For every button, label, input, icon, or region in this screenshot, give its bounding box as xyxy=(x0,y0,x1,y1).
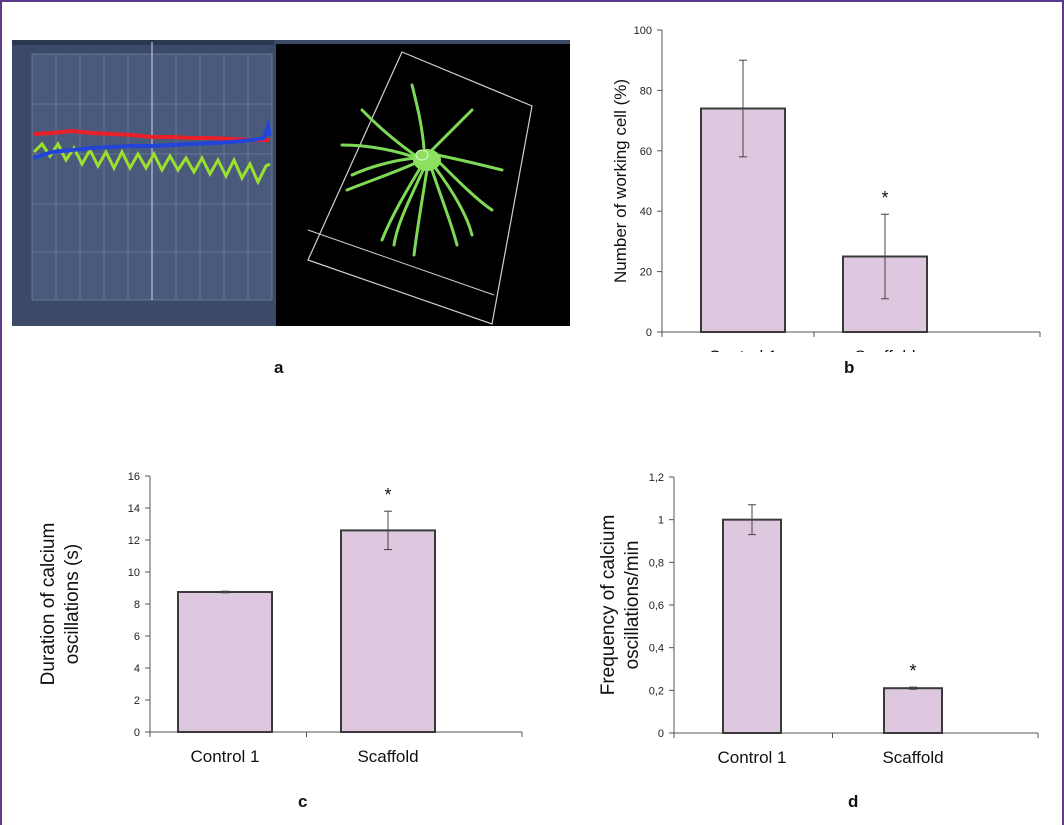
bar xyxy=(722,518,782,734)
x-tick-label: Scaffold xyxy=(357,747,418,766)
y-tick-label: 1 xyxy=(658,515,664,527)
chart-working-cells: 0 20 40 60 80 100 Control 1 Scaffold * Number of … xyxy=(611,25,1041,352)
panel-a-image xyxy=(12,40,570,326)
panel-a-caption: a xyxy=(274,358,284,377)
y-axis-label: Frequency of calcium xyxy=(598,515,619,696)
x-tick-label: Control 1 xyxy=(718,748,787,767)
y-tick-label: 20 xyxy=(640,267,652,279)
panel-c-caption: c xyxy=(298,792,308,811)
y-tick-label: 0,6 xyxy=(649,600,664,612)
chart-oscillation-duration: 0 2 4 6 8 10 12 14 16 Control 1 Scaffold * Duration … xyxy=(38,471,523,766)
y-tick-label: 12 xyxy=(128,535,140,547)
y-axis-label: Duration of calcium xyxy=(38,523,59,686)
x-tick-label: Control 1 xyxy=(191,747,260,766)
significance-marker: * xyxy=(909,661,916,681)
y-axis-label: oscillations (s) xyxy=(62,544,83,664)
bar xyxy=(177,591,273,733)
panel-b-caption: b xyxy=(844,358,855,377)
y-tick-label: 14 xyxy=(128,503,140,515)
y-tick-label: 0 xyxy=(134,727,140,739)
significance-marker: * xyxy=(384,485,391,505)
y-tick-label: 2 xyxy=(134,695,140,707)
y-tick-label: 10 xyxy=(128,567,140,579)
y-tick-label: 80 xyxy=(640,85,652,97)
y-tick-label: 0,4 xyxy=(649,643,664,655)
chart-oscillation-frequency: 0 0,2 0,4 0,6 0,8 1 1,2 Control 1 Scaffold * Frequ… xyxy=(598,472,1039,767)
panel-a-micrograph xyxy=(12,40,570,326)
y-tick-label: 1,2 xyxy=(649,472,664,484)
y-tick-label: 0 xyxy=(658,728,664,740)
y-axis-label: oscillations/min xyxy=(622,541,643,670)
bar xyxy=(340,529,436,734)
y-tick-label: 100 xyxy=(634,25,652,37)
y-tick-label: 0,8 xyxy=(649,557,664,569)
x-tick-label: Scaffold xyxy=(854,347,915,352)
panel-d-caption: d xyxy=(848,792,859,811)
x-tick-label: Scaffold xyxy=(882,748,943,767)
y-tick-label: 6 xyxy=(134,631,140,643)
y-tick-label: 8 xyxy=(134,599,140,611)
y-tick-label: 4 xyxy=(134,663,140,675)
y-tick-label: 16 xyxy=(128,471,140,483)
y-tick-label: 0 xyxy=(646,327,652,339)
y-tick-label: 40 xyxy=(640,206,652,218)
y-axis-label: Number of working cell (%) xyxy=(611,79,630,283)
y-tick-label: 60 xyxy=(640,146,652,158)
bar xyxy=(883,687,943,734)
significance-marker: * xyxy=(881,188,888,208)
y-tick-label: 0,2 xyxy=(649,685,664,697)
x-tick-label: Control 1 xyxy=(709,347,778,352)
